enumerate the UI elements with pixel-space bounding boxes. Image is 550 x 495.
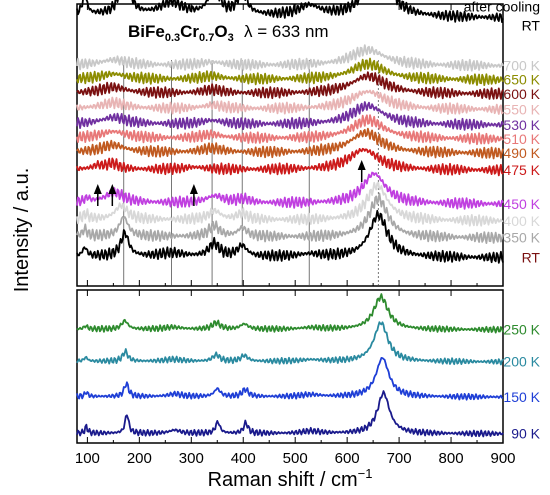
series-label: 450 K (503, 196, 540, 212)
lower-series-labels: 250 K 200 K 150 K 90 K (503, 322, 540, 442)
spectrum-475-k (76, 147, 504, 177)
x-tick-label: 200 (127, 450, 152, 467)
spectrum-650-k (76, 57, 504, 86)
spectrum-530-k (76, 101, 504, 131)
x-tick-label: 400 (231, 450, 256, 467)
series-label: 510 K (503, 131, 540, 147)
series-label: 200 K (503, 354, 540, 370)
series-label: 600 K (503, 86, 540, 102)
spectrum-550-k (76, 89, 504, 115)
spectrum-700-k (76, 44, 504, 72)
y-axis-label: Intensity / a.u. (11, 168, 33, 293)
spectrum-90-k (76, 390, 504, 438)
lower-panel-spectra (76, 293, 504, 438)
series-label: RT (522, 249, 541, 265)
upper-panel-frame (76, 3, 504, 287)
series-label: 250 K (503, 322, 540, 338)
series-label: 90 K (511, 426, 540, 442)
series-label: 490 K (503, 145, 540, 161)
chart-title: BiFe0.3Cr0.7O3 (128, 22, 234, 44)
spectrum-150-k (76, 357, 504, 401)
spectrum-after-cooling (76, 0, 504, 23)
series-label: 530 K (503, 117, 540, 133)
series-label: after cooling (464, 0, 540, 14)
x-tick-label: 300 (179, 450, 204, 467)
arrow-head (189, 184, 198, 194)
series-label: 350 K (503, 230, 540, 246)
wavelength-label: λ = 633 nm (244, 22, 329, 41)
series-label: 150 K (503, 389, 540, 405)
series-label: 475 K (503, 162, 540, 178)
x-tick-label: 700 (387, 450, 412, 467)
x-tick-label: 800 (439, 450, 464, 467)
arrow-head (93, 184, 102, 194)
arrow-head (357, 160, 366, 170)
x-axis-label: Raman shift / cm−1 (208, 466, 373, 491)
x-tick-label: 600 (335, 450, 360, 467)
spectrum-rt (76, 209, 504, 264)
spectrum-200-k (76, 321, 504, 366)
x-tick-label: 500 (283, 450, 308, 467)
spectrum-450-k (76, 171, 504, 210)
series-label: 700 K (503, 58, 540, 74)
spectrum-600-k (76, 71, 504, 100)
spectrum-250-k (76, 293, 504, 334)
x-axis-ticks: 100 200 300 400 500 600 700 800 900 (75, 4, 516, 467)
series-label: 400 K (503, 213, 540, 229)
spectrum-400-k (76, 181, 504, 227)
x-tick-label: 100 (75, 450, 100, 467)
series-label: RT (522, 17, 541, 33)
lower-panel-frame (76, 289, 504, 444)
arrows-group (93, 160, 366, 206)
upper-panel-spectra (76, 0, 504, 264)
series-label: 550 K (503, 101, 540, 117)
spectrum-510-k (76, 114, 504, 146)
spectrum-490-k (76, 127, 504, 160)
spectrum-350-k (76, 192, 504, 244)
series-label: 650 K (503, 72, 540, 88)
x-tick-label: 900 (490, 450, 515, 467)
arrow-head (108, 184, 117, 194)
